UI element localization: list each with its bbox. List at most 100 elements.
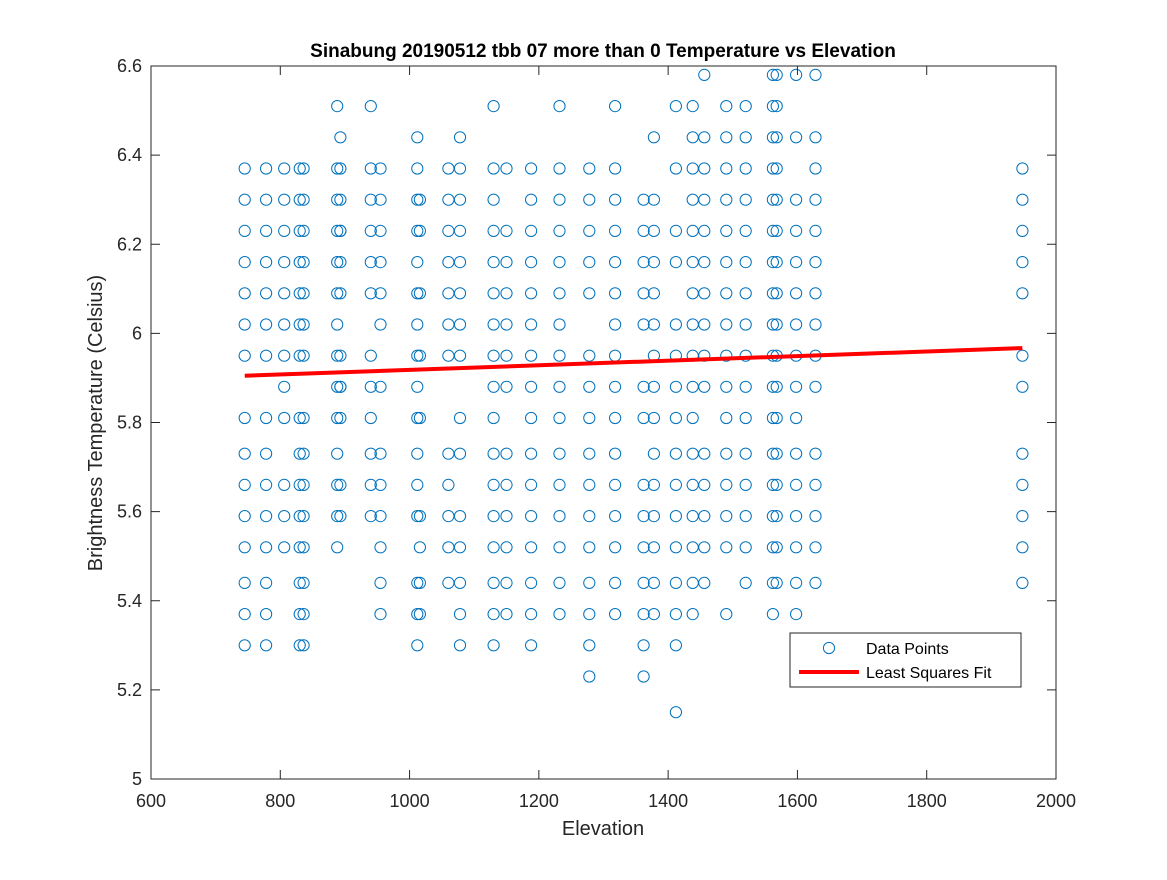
data-point [637,411,650,425]
x-tick-label: 1800 [907,791,947,811]
data-point [686,100,699,113]
data-point [238,608,251,621]
data-point [766,131,780,144]
data-point [364,224,377,237]
data-point [583,670,596,683]
data-point [809,318,822,331]
data-point [331,100,344,113]
data-point [770,162,783,175]
data-point [698,318,711,331]
data-point [413,608,426,621]
x-tick-label: 1200 [519,791,559,811]
data-point [647,576,661,590]
data-point [647,411,661,425]
data-point [374,380,387,393]
data-point [766,224,780,237]
data-point [297,509,310,523]
data-point [525,162,538,175]
data-point [411,193,424,206]
data-point [453,162,467,175]
data-point [411,509,424,523]
data-point [238,193,251,206]
data-point [637,541,650,554]
data-point [334,349,347,362]
data-point [770,193,783,206]
data-point [609,541,622,554]
data-point [766,68,780,82]
data-point [809,193,822,206]
data-point [637,608,650,621]
data-point [500,349,513,362]
data-point [809,162,822,175]
data-point [260,639,273,652]
data-point [487,608,500,621]
data-point [297,639,310,652]
data-point [766,193,780,206]
data-point [411,287,424,300]
data-point [1016,193,1029,206]
data-point [487,318,500,331]
data-point [411,639,424,652]
data-point [766,380,780,393]
data-point [364,349,377,362]
data-point [293,639,306,652]
data-point [293,256,306,269]
data-point [583,193,596,206]
data-point [453,224,467,237]
data-point [698,478,711,491]
data-point [411,447,424,460]
data-point [364,509,377,523]
data-point [487,509,500,523]
data-point [525,349,538,362]
data-point [583,287,596,300]
data-point [739,256,752,269]
data-point [525,608,538,621]
data-point [1016,478,1029,491]
data-point [637,478,650,491]
data-point [669,478,683,491]
data-point [647,131,661,144]
data-point [297,447,310,460]
data-point [525,256,538,269]
data-point [770,68,783,82]
data-point [739,349,752,362]
data-point [770,224,783,237]
data-point [364,380,377,393]
data-point [770,131,783,144]
data-point [334,224,347,237]
data-point [238,478,251,491]
x-tick-label: 600 [136,791,166,811]
data-point [609,318,622,331]
data-point [453,576,467,590]
data-point [553,447,566,460]
data-point [297,478,310,491]
data-point [790,380,803,393]
data-point [1016,224,1029,237]
data-point [487,162,500,175]
data-point [238,256,251,269]
data-point [739,380,752,393]
data-point [411,162,424,175]
data-point [238,162,251,175]
data-point [583,509,596,523]
data-point [525,509,538,523]
data-point [720,162,733,175]
data-point [331,380,344,393]
data-point [293,447,306,460]
data-point [525,576,538,590]
data-point [583,639,596,652]
data-point [766,287,780,300]
data-point [293,162,306,175]
data-point [364,256,377,269]
data-point [720,447,733,460]
data-point [487,380,500,393]
y-tick-label: 5.6 [117,502,142,522]
data-point [766,318,780,331]
x-tick-label: 800 [265,791,295,811]
data-point [525,380,538,393]
data-point [453,608,467,621]
data-point [364,411,377,425]
data-point [525,541,538,554]
data-point [487,447,500,460]
data-point [453,509,467,523]
